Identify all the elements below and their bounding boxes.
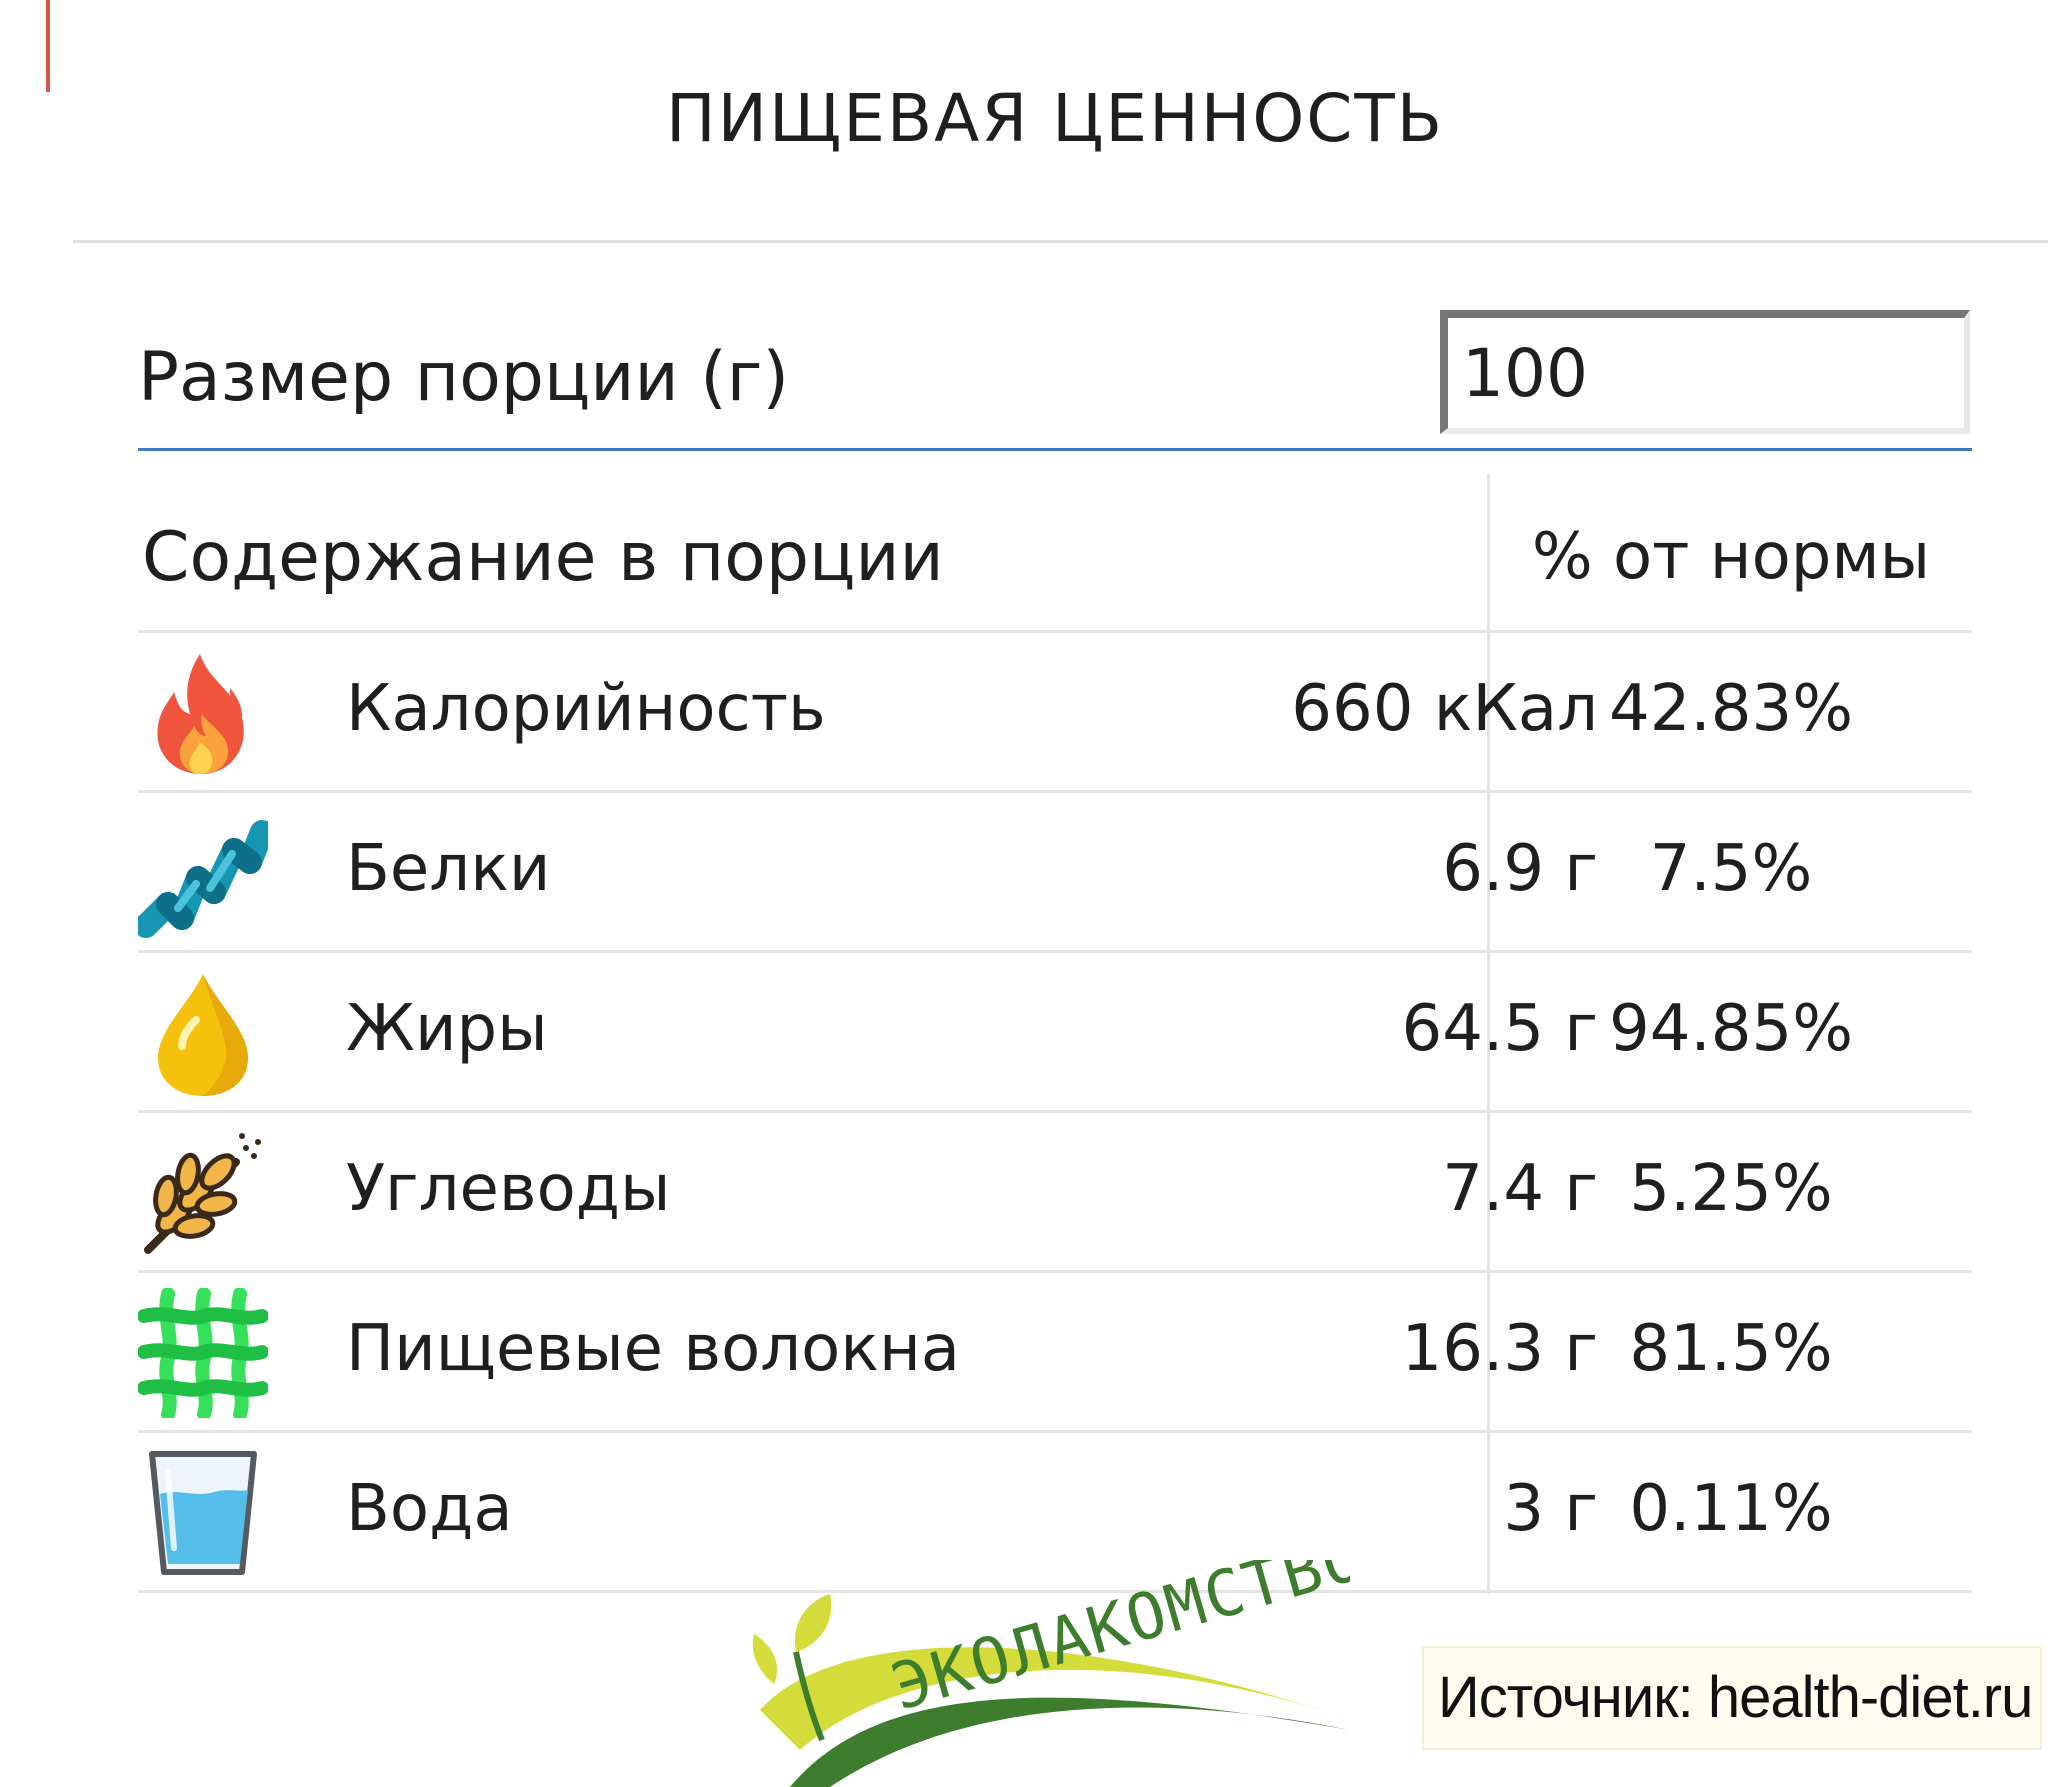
brand-logo: ЭКОЛАКОМСТВО bbox=[752, 1560, 1350, 1787]
oil-drop-icon bbox=[158, 974, 248, 1096]
wheat-icon bbox=[144, 1133, 261, 1254]
nutrient-amount: 16.3 г bbox=[1401, 1312, 1598, 1386]
row-divider bbox=[138, 630, 1972, 633]
content-header: Содержание в порции bbox=[142, 518, 944, 597]
percent-header: % от нормы bbox=[1531, 520, 1931, 594]
table-row: Вода 3 г 0.11% bbox=[138, 1430, 1972, 1590]
portion-size-label: Размер порции (г) bbox=[138, 338, 790, 417]
portion-size-input[interactable] bbox=[1440, 310, 1970, 434]
row-divider bbox=[138, 790, 1972, 793]
nutrient-percent: 5.25% bbox=[1629, 1152, 1833, 1226]
row-divider bbox=[138, 1270, 1972, 1273]
nutrient-percent: 81.5% bbox=[1629, 1312, 1833, 1386]
table-row: Жиры 64.5 г 94.85% bbox=[138, 950, 1972, 1110]
nutrient-amount: 7.4 г bbox=[1442, 1152, 1598, 1226]
flame-icon bbox=[157, 654, 244, 774]
nutrient-name: Пищевые волокна bbox=[346, 1312, 960, 1386]
table-bottom-divider bbox=[138, 1590, 1972, 1593]
nutrient-percent: 42.83% bbox=[1608, 672, 1854, 746]
nutrient-percent: 0.11% bbox=[1629, 1472, 1833, 1546]
nutrient-name: Вода bbox=[346, 1472, 513, 1546]
nutrient-percent: 94.85% bbox=[1608, 992, 1854, 1066]
table-row: Белки 6.9 г 7.5% bbox=[138, 790, 1972, 950]
column-divider bbox=[1487, 474, 1490, 1594]
table-row: Углеводы 7.4 г 5.25% bbox=[138, 1110, 1972, 1270]
row-divider bbox=[138, 950, 1972, 953]
nutrient-name: Калорийность bbox=[346, 672, 826, 746]
table-row: Калорийность 660 кКал 42.83% bbox=[138, 630, 1972, 790]
nutrient-name: Углеводы bbox=[346, 1152, 671, 1226]
nutrient-amount: 64.5 г bbox=[1401, 992, 1598, 1066]
red-accent-bar bbox=[46, 0, 50, 92]
portion-underline bbox=[138, 448, 1972, 451]
nutrient-percent: 7.5% bbox=[1649, 832, 1813, 906]
protein-helix-icon bbox=[138, 820, 268, 938]
fiber-mesh-icon bbox=[138, 1288, 268, 1418]
table-row: Пищевые волокна 16.3 г 81.5% bbox=[138, 1270, 1972, 1430]
title-divider bbox=[73, 240, 2048, 243]
nutrient-amount: 3 г bbox=[1503, 1472, 1598, 1546]
source-label: Источник: health-diet.ru bbox=[1422, 1646, 2042, 1750]
nutrient-name: Белки bbox=[346, 832, 551, 906]
nutrient-amount: 6.9 г bbox=[1442, 832, 1598, 906]
row-divider bbox=[138, 1430, 1972, 1433]
page-title: ПИЩЕВАЯ ЦЕННОСТЬ bbox=[666, 80, 1444, 157]
nutrient-name: Жиры bbox=[346, 992, 548, 1066]
water-glass-icon bbox=[149, 1451, 257, 1575]
row-divider bbox=[138, 1110, 1972, 1113]
nutrient-amount: 660 кКал bbox=[1291, 672, 1598, 746]
